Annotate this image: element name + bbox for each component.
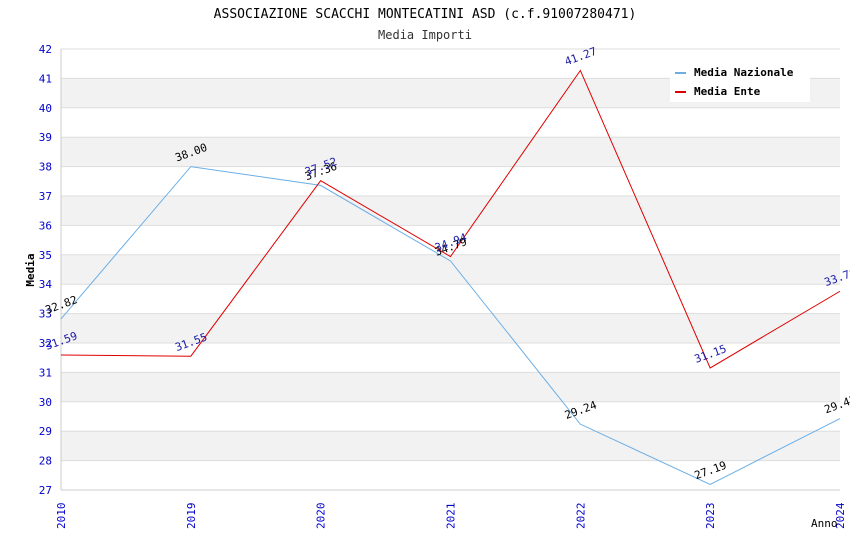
x-tick-label: 2019	[185, 503, 198, 530]
legend-label: Media Nazionale	[694, 66, 794, 79]
chart-subtitle: Media Importi	[378, 28, 472, 42]
y-tick-label: 29	[39, 425, 52, 438]
series-line-2	[60, 69, 841, 369]
grid-band	[61, 254, 840, 285]
y-tick-label: 36	[39, 219, 52, 232]
grid-band	[61, 137, 840, 167]
y-tick-label: 31	[39, 366, 52, 379]
x-tick-label: 2021	[445, 503, 458, 530]
chart-title: ASSOCIAZIONE SCACCHI MONTECATINI ASD (c.…	[214, 7, 637, 22]
grid-band	[61, 372, 840, 402]
x-tick-label: 2022	[574, 503, 587, 530]
y-tick-label: 39	[39, 131, 52, 144]
y-tick-label: 28	[39, 455, 52, 468]
grid-band	[61, 431, 840, 461]
x-tick-label: 2024	[834, 502, 847, 529]
y-tick-label: 42	[39, 43, 52, 56]
y-tick-label: 38	[39, 161, 52, 174]
y-tick-label: 32	[39, 337, 52, 350]
series-line-1	[60, 166, 841, 485]
x-tick-label: 2020	[315, 503, 328, 530]
y-tick-label: 40	[39, 102, 52, 115]
y-tick-label: 34	[39, 278, 53, 291]
y-tick-label: 35	[39, 249, 52, 262]
y-tick-label: 30	[39, 396, 52, 409]
y-tick-label: 27	[39, 484, 52, 497]
y-tick-label: 33	[39, 308, 52, 321]
legend-label: Media Ente	[694, 85, 761, 98]
y-axis-label: Media	[24, 253, 37, 286]
x-tick-label: 2023	[704, 503, 717, 530]
grid-band	[61, 313, 840, 343]
x-tick-label: 2010	[55, 503, 68, 530]
data-label: 31.15	[693, 342, 729, 366]
y-tick-label: 41	[39, 72, 52, 85]
data-label: 27.19	[693, 459, 729, 483]
legend-box	[670, 60, 810, 102]
x-axis-label: Anno	[811, 517, 838, 530]
data-label: 41.27	[563, 45, 599, 69]
grid-band	[61, 196, 840, 226]
y-tick-label: 37	[39, 190, 52, 203]
